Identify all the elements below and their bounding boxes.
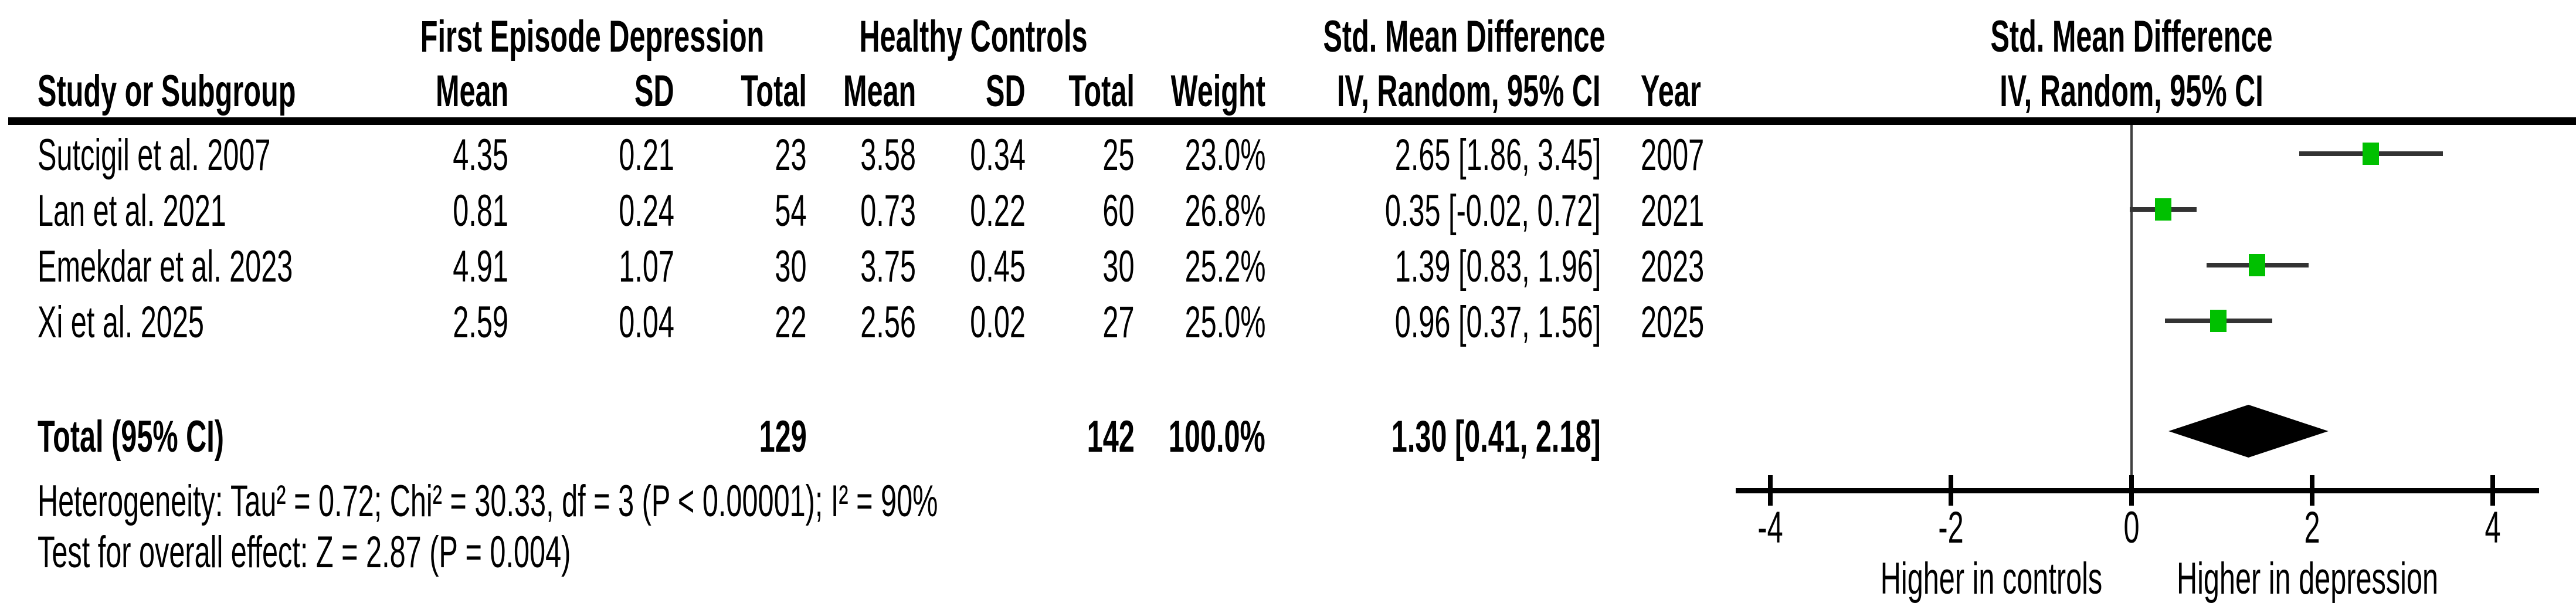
smd-column-header: Std. Mean Difference [1323,12,1606,62]
col-header-sd-controls: SD [986,66,1026,116]
mean-depression: 2.59 [453,297,508,347]
axis-tick [1768,475,1773,506]
plot-title: Std. Mean Difference [1990,12,2273,62]
total-controls: 30 [1102,242,1135,292]
study-label: Sutcigil et al. 2007 [38,130,271,180]
axis-tick [2129,475,2134,506]
col-header-study: Study or Subgroup [38,66,296,116]
axis-tick-label: -4 [1757,503,1783,553]
axis-tick-label: 0 [2123,503,2140,553]
plot-subtitle: IV, Random, 95% CI [2000,66,2263,116]
axis-tick [1949,475,1953,506]
sd-controls: 0.45 [970,242,1026,292]
total-smd-ci: 1.30 [0.41, 2.18] [1391,412,1601,462]
year-value: 2023 [1641,242,1705,292]
smd-ci-value: 2.65 [1.86, 3.45] [1394,130,1601,180]
axis-label-left: Higher in controls [1880,554,2103,604]
effect-square [2363,143,2380,165]
year-value: 2007 [1641,130,1705,180]
total-controls: 25 [1102,130,1135,180]
sd-depression: 0.04 [619,297,674,347]
smd-ci-value: 1.39 [0.83, 1.96] [1394,242,1601,292]
mean-controls: 3.75 [860,242,916,292]
sd-controls: 0.02 [970,297,1026,347]
study-label: Xi et al. 2025 [38,297,204,347]
axis-tick-label: 4 [2485,503,2501,553]
sd-controls: 0.34 [970,130,1026,180]
weight-value: 25.0% [1185,297,1265,347]
axis-label-right: Higher in depression [2176,554,2439,604]
col-header-mean-controls: Mean [843,66,916,116]
col-header-total-depression: Total [741,66,807,116]
group2-header: Healthy Controls [859,12,1088,62]
total-n-controls: 142 [1087,412,1135,462]
header-divider-rule [8,117,2576,125]
sd-controls: 0.22 [970,186,1026,236]
col-header-weight: Weight [1170,66,1265,116]
smd-ci-value: 0.96 [0.37, 1.56] [1394,297,1601,347]
year-value: 2021 [1641,186,1705,236]
weight-value: 23.0% [1185,130,1265,180]
effect-square [2154,198,2171,221]
total-depression: 22 [775,297,807,347]
total-controls: 60 [1102,186,1135,236]
axis-tick [2310,475,2314,506]
mean-controls: 3.58 [860,130,916,180]
study-label: Emekdar et al. 2023 [38,242,293,292]
weight-value: 25.2% [1185,242,1265,292]
axis-tick [2490,475,2495,506]
sd-depression: 1.07 [619,242,674,292]
axis-tick-label: -2 [1938,503,1964,553]
axis-tick-label: 2 [2304,503,2320,553]
mean-depression: 0.81 [453,186,508,236]
effect-square [2249,254,2266,276]
total-n-depression: 129 [759,412,807,462]
total-controls: 27 [1102,297,1135,347]
mean-depression: 4.91 [453,242,508,292]
group1-header: First Episode Depression [420,12,765,62]
mean-controls: 2.56 [860,297,916,347]
col-header-sd-depression: SD [634,66,674,116]
x-axis-line [1736,488,2539,493]
col-header-iv-random: IV, Random, 95% CI [1337,66,1601,116]
total-depression: 23 [775,130,807,180]
effect-square [2210,310,2227,332]
heterogeneity-stats: Heterogeneity: Tau² = 0.72; Chi² = 30.33… [38,476,938,526]
col-header-mean-depression: Mean [435,66,508,116]
overall-effect-test: Test for overall effect: Z = 2.87 (P = 0… [38,527,571,577]
weight-value: 26.8% [1185,186,1265,236]
summary-diamond [2168,405,2329,458]
mean-controls: 0.73 [860,186,916,236]
col-header-year: Year [1641,66,1701,116]
total-label: Total (95% CI) [38,412,224,462]
sd-depression: 0.21 [619,130,674,180]
study-label: Lan et al. 2021 [38,186,226,236]
sd-depression: 0.24 [619,186,674,236]
total-depression: 54 [775,186,807,236]
year-value: 2025 [1641,297,1705,347]
smd-ci-value: 0.35 [-0.02, 0.72] [1385,186,1601,236]
total-depression: 30 [775,242,807,292]
mean-depression: 4.35 [453,130,508,180]
col-header-total-controls: Total [1068,66,1135,116]
zero-effect-line [2130,125,2133,490]
total-weight: 100.0% [1169,412,1265,462]
